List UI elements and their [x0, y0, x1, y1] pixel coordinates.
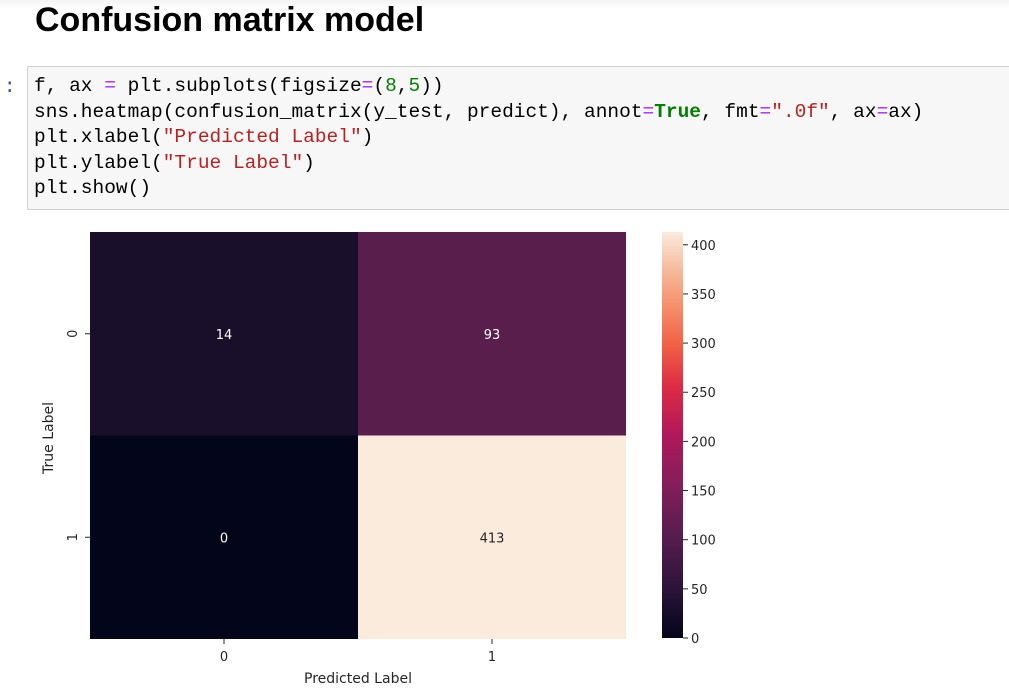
- x-axis-label: Predicted Label: [304, 671, 412, 687]
- cell-annotation: 93: [484, 328, 501, 343]
- code-token: ): [361, 126, 374, 148]
- x-tick-label: 1: [488, 650, 496, 665]
- cell-annotation: 0: [220, 531, 228, 546]
- x-tick-label: 0: [220, 650, 228, 665]
- y-tick-label: 0: [66, 330, 81, 338]
- code-token: (: [373, 75, 386, 97]
- code-token: 5: [408, 75, 421, 97]
- code-token: plt.xlabel(: [34, 126, 163, 148]
- code-token: ,: [396, 75, 409, 97]
- code-token: True: [654, 100, 702, 123]
- section-heading: Confusion matrix model: [35, 1, 425, 39]
- code-token: sns.heatmap(confusion_matrix(y_test, pre…: [34, 100, 643, 123]
- code-line: plt.xlabel("Predicted Label"): [34, 124, 373, 150]
- code-token: ): [303, 151, 315, 174]
- colorbar-tick-label: 50: [691, 583, 708, 598]
- code-token: =: [759, 100, 772, 123]
- code-token: plt.subplots(figsize: [115, 75, 362, 97]
- colorbar-tick-label: 300: [691, 337, 716, 352]
- code-token: plt.show(): [34, 177, 152, 199]
- code-token: "True Label": [162, 151, 304, 174]
- heatmap-cell: [90, 435, 358, 639]
- code-token: ".0f": [771, 100, 830, 123]
- heatmap-cell: [90, 232, 358, 436]
- colorbar-tick-label: 200: [691, 435, 716, 450]
- heatmap-cell: [358, 232, 626, 436]
- heatmap-annotations: 14 93 0 413: [216, 328, 505, 547]
- code-line: plt.ylabel("True Label"): [34, 150, 315, 176]
- colorbar-ticks: 0 50 100 150 200 250 300 350 400: [683, 239, 716, 647]
- colorbar-tick-label: 250: [691, 386, 716, 401]
- code-line: f, ax = plt.subplots(figsize=(8,5)): [34, 73, 444, 99]
- colorbar: [662, 232, 683, 638]
- y-axis: 01: [66, 330, 90, 541]
- code-line: plt.show(): [34, 175, 151, 201]
- code-token: , ax: [829, 100, 877, 123]
- y-tick-label: 1: [66, 533, 81, 541]
- colorbar-tick-label: 0: [691, 632, 699, 647]
- heatmap-cell: [358, 435, 626, 639]
- code-token: =: [642, 100, 655, 123]
- code-token: )): [420, 75, 444, 97]
- cell-annotation: 14: [216, 328, 233, 343]
- code-token: f, ax: [34, 75, 105, 97]
- code-cell[interactable]: f, ax = plt.subplots(figsize=(8,5)) sns.h…: [27, 66, 1009, 210]
- code-token: 8: [385, 75, 397, 97]
- heatmap-cells: [90, 232, 626, 639]
- code-token: ax): [888, 100, 924, 123]
- y-axis-label: True Label: [41, 402, 57, 475]
- code-token: =: [361, 75, 374, 97]
- page-top-band: [0, 0, 1009, 8]
- colorbar-tick-label: 400: [691, 239, 716, 254]
- cell-annotation: 413: [480, 531, 505, 546]
- colorbar-tick-label: 150: [691, 485, 716, 500]
- code-token: "Predicted Label": [162, 126, 362, 148]
- code-line: sns.heatmap(confusion_matrix(y_test, pre…: [34, 99, 923, 125]
- colorbar-tick-label: 350: [691, 288, 716, 303]
- code-token: plt.ylabel(: [34, 151, 163, 174]
- colorbar-tick-label: 100: [691, 534, 716, 549]
- code-token: =: [104, 75, 116, 97]
- code-token: , fmt: [701, 100, 760, 123]
- cell-prompt: :: [4, 76, 16, 98]
- code-token: =: [876, 100, 889, 123]
